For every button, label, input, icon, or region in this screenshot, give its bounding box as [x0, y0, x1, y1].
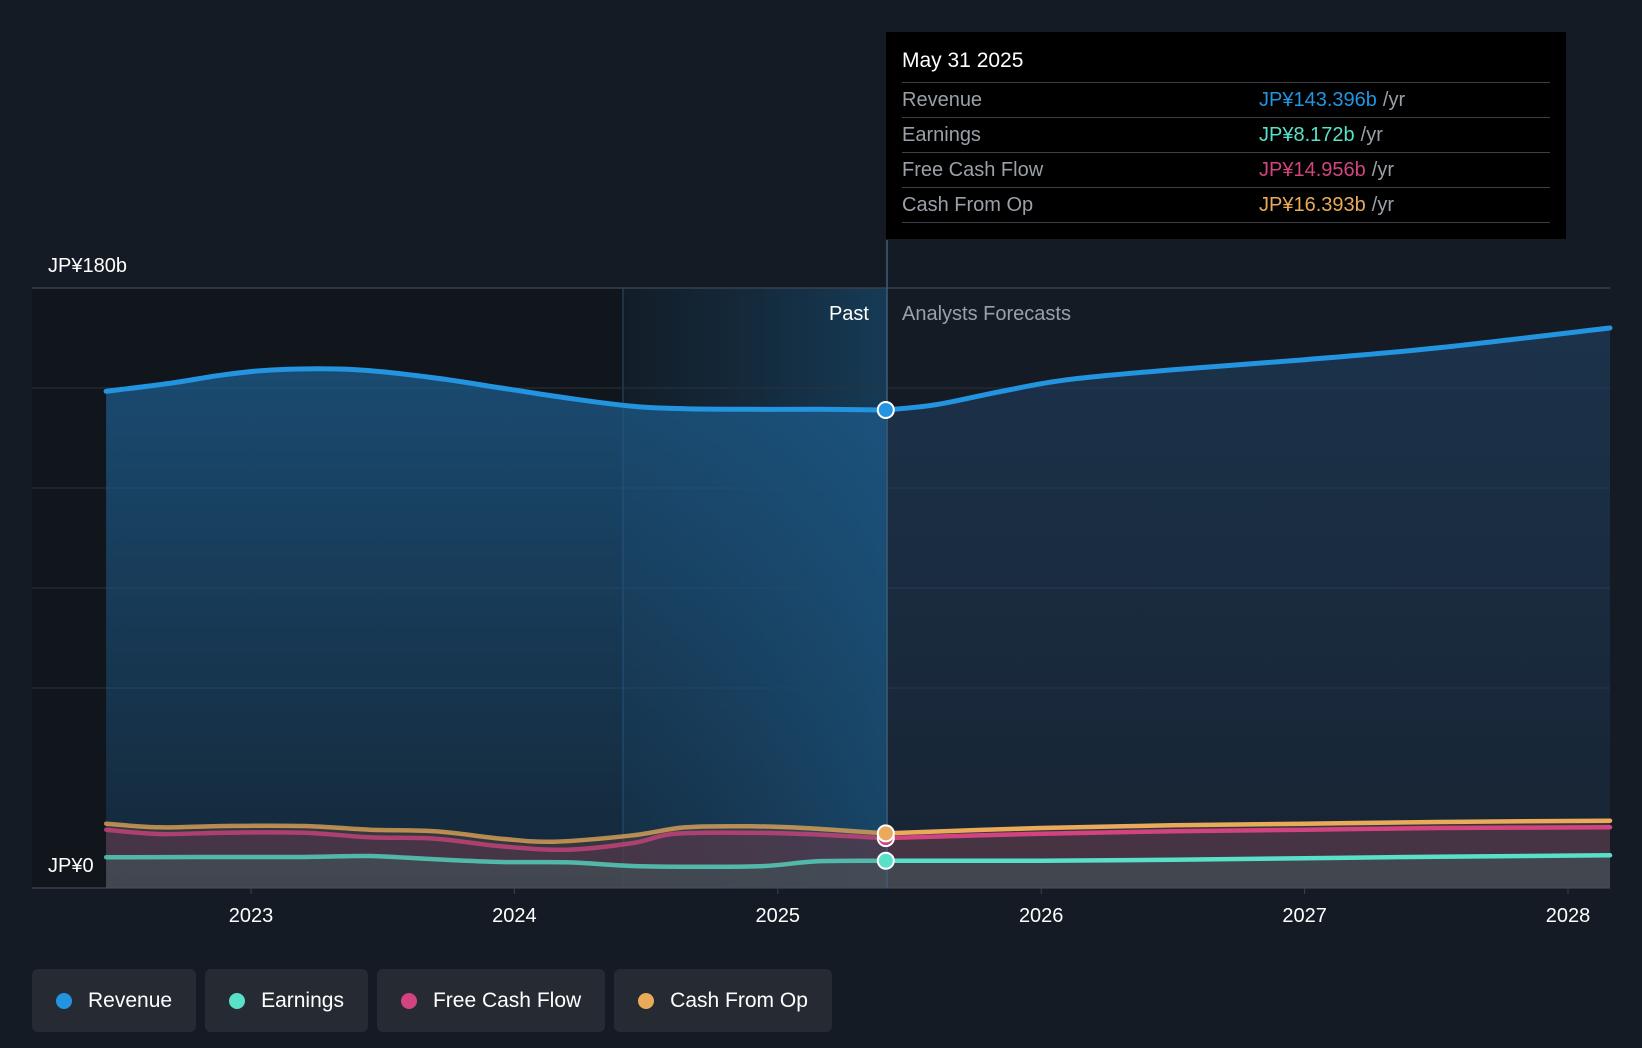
x-tick-label: 2028	[1546, 905, 1591, 927]
earnings-forecast-line	[883, 853, 1613, 864]
tooltip-unit: /yr	[1382, 89, 1406, 111]
legend-dot-icon	[229, 992, 246, 1009]
revenue-forecast-area	[885, 328, 1610, 888]
revenue-past-area	[106, 368, 886, 889]
past-label: Past	[829, 303, 869, 325]
legend-label: Earnings	[261, 988, 344, 1012]
tooltip-row-free-cash-flow: Free Cash Flow JP¥14.956b /yr	[902, 153, 1550, 188]
earnings-point	[876, 851, 895, 870]
tooltip-label: Revenue	[902, 89, 983, 111]
tooltip-value: JP¥8.172b	[1259, 124, 1355, 146]
tooltip-value: JP¥14.956b	[1259, 159, 1366, 181]
x-tick-label: 2026	[1019, 905, 1064, 927]
series-areas	[106, 328, 1611, 889]
legend-dot-icon	[56, 992, 72, 1009]
free-cash-flow-area	[106, 827, 1611, 888]
x-tick-label: 2025	[756, 905, 801, 927]
tooltip-unit: /yr	[1371, 159, 1394, 181]
revenue-forecast-line	[883, 325, 1613, 413]
free-cash-flow-past-line	[103, 827, 889, 853]
cash-from-op-point	[876, 824, 895, 843]
x-tick-label: 2024	[492, 905, 537, 927]
tooltip-unit: /yr	[1371, 194, 1394, 216]
x-axis-ticks: 2023 2024 2025 2026 2027 2028	[229, 888, 1591, 927]
tooltip: May 31 2025 Revenue JP¥143.396b /yr Earn…	[886, 32, 1566, 239]
legend-dot-icon	[400, 992, 417, 1009]
tooltip-value: JP¥143.396b	[1259, 89, 1377, 111]
y-axis-top-label: JP¥180b	[48, 255, 127, 277]
tooltip-label: Free Cash Flow	[902, 159, 1044, 181]
legend-item-cash-from-op[interactable]: Cash From Op	[614, 969, 832, 1032]
legend-item-earnings[interactable]: Earnings	[205, 969, 368, 1032]
tooltip-value: JP¥16.393b	[1259, 194, 1366, 216]
cash-from-op-past-line	[103, 821, 889, 845]
legend-dot-icon	[638, 992, 655, 1009]
revenue-point	[876, 401, 895, 419]
forecast-label: Analysts Forecasts	[902, 303, 1071, 325]
tooltip-unit: /yr	[1360, 124, 1383, 146]
cash-from-op-forecast-line	[883, 818, 1613, 836]
series-points	[876, 401, 895, 870]
revenue-past-line	[103, 366, 889, 413]
legend: Revenue Earnings Free Cash Flow Cash Fro…	[32, 969, 832, 1032]
tooltip-date: May 31 2025	[902, 46, 1550, 83]
legend-item-revenue[interactable]: Revenue	[32, 969, 197, 1032]
tooltip-row-revenue: Revenue JP¥143.396b /yr	[902, 83, 1550, 118]
series-lines	[103, 325, 1613, 869]
legend-item-free-cash-flow[interactable]: Free Cash Flow	[376, 969, 606, 1032]
y-axis-bottom-label: JP¥0	[48, 855, 94, 877]
legend-label: Free Cash Flow	[432, 988, 582, 1012]
legend-label: Revenue	[88, 988, 173, 1012]
legend-label: Cash From Op	[670, 988, 808, 1012]
free-cash-flow-forecast-line	[883, 825, 1613, 841]
x-tick-label: 2027	[1282, 905, 1327, 927]
tooltip-label: Earnings	[902, 124, 981, 146]
earnings-past-line	[103, 853, 889, 869]
tooltip-row-cash-from-op: Cash From Op JP¥16.393b /yr	[902, 188, 1550, 223]
tooltip-row-earnings: Earnings JP¥8.172b /yr	[902, 118, 1550, 153]
tooltip-label: Cash From Op	[902, 194, 1034, 216]
x-tick-label: 2023	[229, 905, 274, 927]
